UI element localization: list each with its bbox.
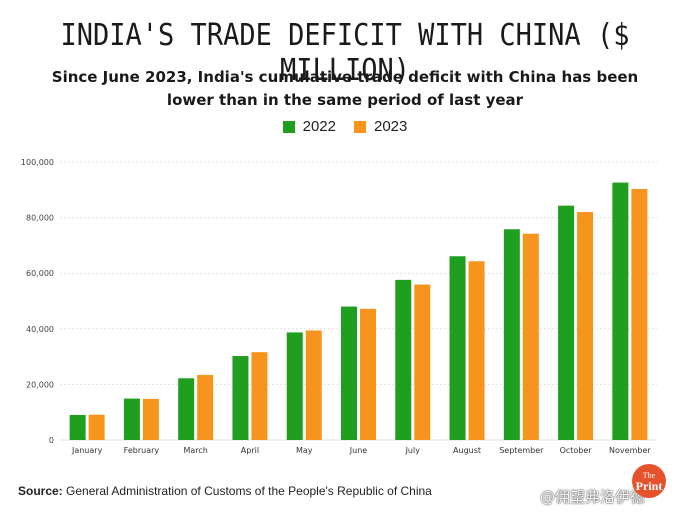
bar-2022-march bbox=[178, 378, 195, 440]
bar-2022-october bbox=[558, 205, 575, 440]
y-tick-label: 100,000 bbox=[21, 158, 54, 167]
chart-subtitle: Since June 2023, India's cumulative trad… bbox=[51, 68, 639, 109]
legend-item-2022: 2022 bbox=[282, 118, 336, 135]
bar-2023-march bbox=[197, 374, 214, 440]
legend-label-2022: 2022 bbox=[302, 118, 336, 135]
x-tick-label: January bbox=[71, 446, 103, 455]
logo-top-text: The bbox=[642, 471, 656, 480]
legend: 2022 2023 bbox=[0, 118, 690, 135]
bar-2022-september bbox=[503, 229, 520, 440]
bar-2023-july bbox=[414, 284, 431, 440]
x-tick-label: October bbox=[560, 446, 593, 455]
bar-2022-february bbox=[123, 398, 140, 440]
bar-2022-may bbox=[286, 332, 303, 440]
legend-swatch-2022 bbox=[282, 120, 295, 133]
bar-2023-august bbox=[468, 261, 485, 440]
chart-title: INDIA'S TRADE DEFICIT WITH CHINA ($ MILL… bbox=[60, 18, 630, 88]
y-tick-label: 20,000 bbox=[26, 380, 54, 389]
y-tick-label: 80,000 bbox=[26, 214, 54, 223]
x-tick-label: August bbox=[453, 446, 481, 455]
x-tick-label: May bbox=[296, 446, 313, 455]
bar-2023-october bbox=[577, 212, 594, 440]
source-text: General Administration of Customs of the… bbox=[66, 484, 432, 498]
source-note: Source: General Administration of Custom… bbox=[18, 484, 432, 498]
x-tick-label: February bbox=[124, 446, 160, 455]
bar-2023-june bbox=[360, 308, 376, 440]
x-tick-label: July bbox=[405, 446, 421, 455]
bar-2022-june bbox=[341, 306, 357, 440]
x-tick-label: April bbox=[241, 446, 259, 455]
legend-label-2023: 2023 bbox=[374, 118, 408, 135]
bar-2023-april bbox=[251, 352, 268, 440]
x-tick-label: September bbox=[499, 446, 544, 455]
legend-item-2023: 2023 bbox=[354, 118, 407, 135]
legend-swatch-2023 bbox=[354, 120, 366, 133]
bar-2022-april bbox=[232, 356, 249, 440]
bar-2023-september bbox=[522, 233, 539, 440]
watermark-text: @佣望弗洛伊德 bbox=[540, 488, 646, 506]
bar-2022-july bbox=[395, 279, 412, 440]
bar-2022-august bbox=[449, 256, 466, 440]
bar-2022-november bbox=[612, 182, 629, 440]
bar-2022-january bbox=[69, 414, 86, 440]
source-label: Source: bbox=[18, 484, 63, 498]
x-tick-label: November bbox=[609, 446, 651, 455]
bar-2023-may bbox=[305, 330, 322, 440]
y-tick-label: 0 bbox=[49, 436, 54, 445]
x-tick-label: March bbox=[183, 446, 207, 455]
bar-2023-november bbox=[631, 188, 648, 440]
bar-chart: 0 20,000 40,000 60,000 80,000 100,000 January F… bbox=[21, 158, 657, 455]
y-tick-label: 40,000 bbox=[26, 325, 54, 334]
bar-2023-february bbox=[142, 398, 159, 440]
theprint-logo: The Print bbox=[632, 464, 666, 498]
y-tick-label: 60,000 bbox=[26, 269, 54, 278]
x-tick-label: June bbox=[349, 446, 368, 455]
bar-2023-january bbox=[88, 414, 105, 440]
logo-bottom-text: Print bbox=[635, 479, 663, 493]
